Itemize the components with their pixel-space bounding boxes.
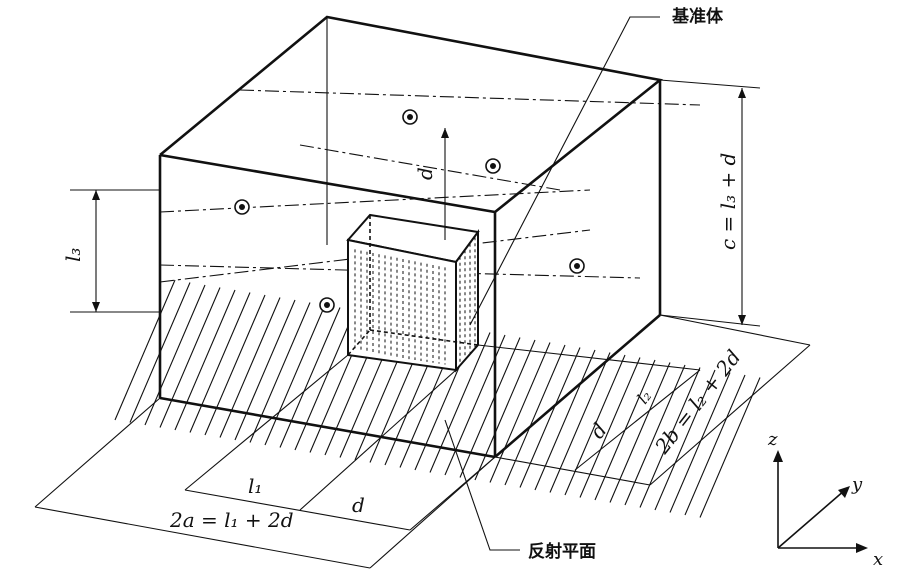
hatch-line bbox=[279, 307, 341, 448]
reference-box bbox=[346, 213, 480, 373]
hatch-line bbox=[459, 337, 521, 478]
dim-2b-label: 2b = l₂ + 2d bbox=[649, 345, 745, 459]
hatch-line bbox=[249, 302, 311, 443]
hatch-line bbox=[549, 352, 611, 493]
reflecting-plane-label: 反射平面 bbox=[528, 541, 596, 562]
hatch-line bbox=[264, 304, 326, 446]
hatch-line bbox=[189, 292, 251, 433]
reference-box-label: 基准体 bbox=[671, 6, 724, 27]
axis-x-label: x bbox=[873, 549, 883, 570]
microphone-3 bbox=[234, 199, 250, 215]
dim-c-label: c = l₃ + d bbox=[716, 153, 740, 250]
hatch-line bbox=[519, 347, 581, 488]
hatch-line bbox=[219, 297, 281, 438]
hatch-line bbox=[504, 344, 566, 486]
hatch-line bbox=[159, 287, 221, 428]
axis-y-label: y bbox=[851, 474, 863, 495]
hatch-line bbox=[474, 339, 536, 481]
hatch-line bbox=[654, 369, 716, 511]
hatch-line bbox=[429, 332, 491, 473]
hatch-line bbox=[669, 372, 731, 513]
hatch-line bbox=[114, 279, 176, 421]
measurement-box bbox=[158, 15, 664, 459]
hatch-line bbox=[489, 342, 551, 483]
microphone-4 bbox=[569, 258, 585, 274]
microphone-positions bbox=[234, 109, 585, 313]
dim-l1-label: l₁ bbox=[248, 474, 262, 498]
hatch-line bbox=[699, 377, 761, 518]
hatch-line bbox=[204, 294, 266, 436]
dimension-lines bbox=[34, 16, 811, 569]
hatch-line bbox=[234, 299, 296, 441]
microphone-path-lines bbox=[159, 89, 701, 283]
hatch-line bbox=[684, 374, 746, 516]
hatch-line bbox=[174, 289, 236, 431]
dim-d-bottom-label: d bbox=[352, 493, 365, 517]
microphone-5 bbox=[319, 297, 335, 313]
hatch-line bbox=[639, 367, 701, 508]
microphone-2 bbox=[485, 158, 501, 174]
axis-z-label: z bbox=[767, 429, 778, 450]
hatch-line bbox=[534, 349, 596, 491]
dim-l3-label: l₃ bbox=[61, 248, 85, 262]
dim-d-inner-label: d bbox=[413, 167, 437, 180]
dim-2a-label: 2a = l₁ + 2d bbox=[169, 508, 294, 532]
hatch-line bbox=[624, 364, 686, 506]
coordinate-axes bbox=[773, 450, 868, 553]
microphone-1 bbox=[402, 109, 418, 125]
hatch-line bbox=[294, 309, 356, 451]
